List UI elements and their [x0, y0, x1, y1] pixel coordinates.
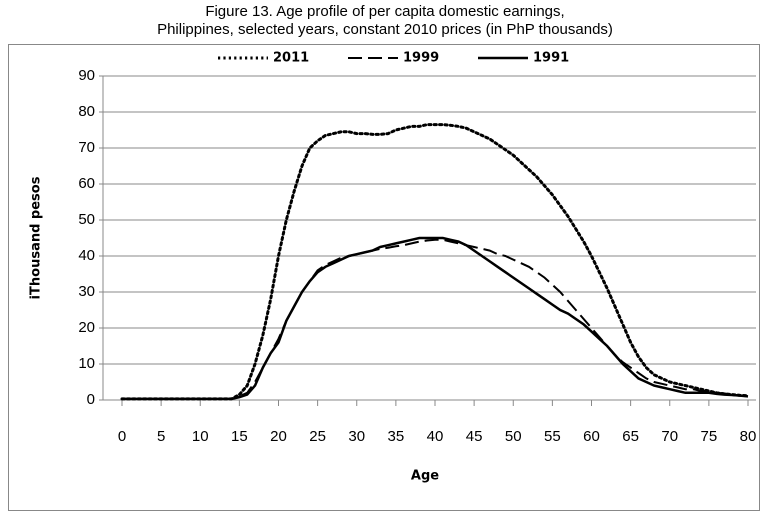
- x-tick-label: 45: [466, 428, 483, 445]
- x-tick-label: 70: [661, 428, 678, 445]
- x-tick-label: 10: [192, 428, 209, 445]
- y-tick-label: 70: [78, 139, 95, 156]
- x-tick-label: 15: [231, 428, 248, 445]
- y-tick-label: 20: [78, 319, 95, 336]
- chart-title: Figure 13. Age profile of per capita dom…: [205, 3, 564, 20]
- x-tick-label: 0: [118, 428, 126, 445]
- x-tick-label: 40: [427, 428, 444, 445]
- legend-label: 1999: [403, 51, 439, 66]
- series-line: [120, 123, 750, 401]
- x-tick-label: 75: [701, 428, 718, 445]
- chart-title: Philippines, selected years, constant 20…: [157, 21, 613, 38]
- x-tick-label: 50: [505, 428, 522, 445]
- y-tick-label: 30: [78, 283, 95, 300]
- x-axis-label: Age: [411, 469, 439, 484]
- series-line: [122, 236, 749, 401]
- chart-frame: [8, 44, 760, 511]
- y-tick-label: 10: [78, 355, 95, 372]
- x-tick-label: 35: [388, 428, 405, 445]
- y-axis-label: iThousand pesos: [29, 176, 44, 299]
- x-tick-label: 80: [740, 428, 757, 445]
- x-tick-label: 5: [157, 428, 165, 445]
- y-tick-label: 60: [78, 175, 95, 192]
- x-tick-label: 20: [270, 428, 287, 445]
- x-tick-label: 55: [544, 428, 561, 445]
- legend-label: 2011: [273, 51, 309, 66]
- y-tick-label: 40: [78, 247, 95, 264]
- y-tick-label: 50: [78, 211, 95, 228]
- y-tick-label: 80: [78, 103, 95, 120]
- x-tick-label: 65: [622, 428, 639, 445]
- y-tick-label: 90: [78, 67, 95, 84]
- x-tick-label: 30: [348, 428, 365, 445]
- y-tick-label: 0: [87, 391, 95, 408]
- x-tick-label: 60: [583, 428, 600, 445]
- x-tick-label: 25: [309, 428, 326, 445]
- legend-label: 1991: [533, 51, 569, 66]
